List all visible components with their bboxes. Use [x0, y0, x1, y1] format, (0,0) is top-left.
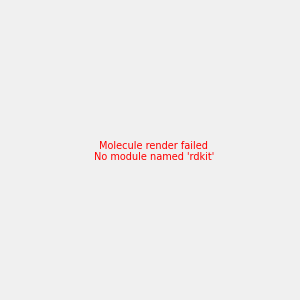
Text: Molecule render failed
No module named 'rdkit': Molecule render failed No module named '… — [94, 141, 214, 162]
